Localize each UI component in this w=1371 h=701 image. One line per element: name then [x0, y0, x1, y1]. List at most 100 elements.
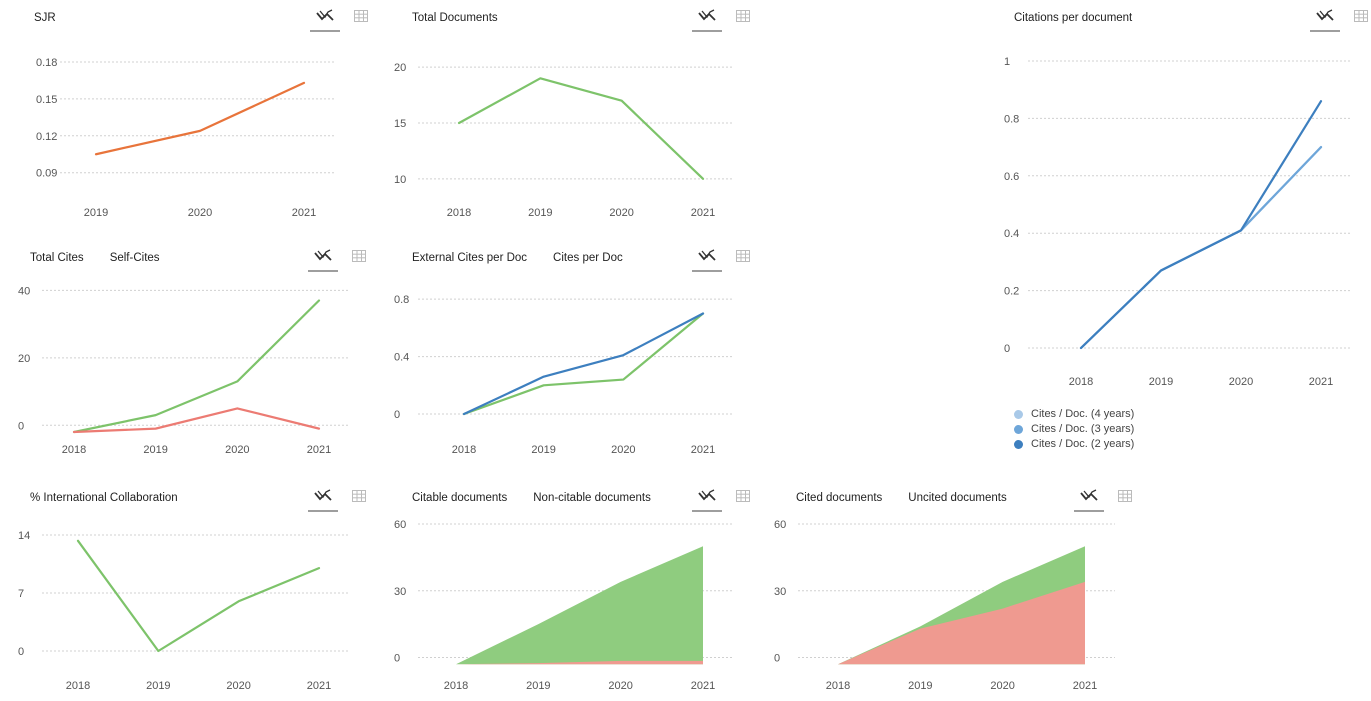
citations-per-document-panel: Citations per document 0 0.2 0.4 0.6 0.8 1 201… — [1004, 0, 1368, 470]
title-series-2[interactable]: Self-Cites — [109, 252, 160, 264]
chart-title: % International Collaboration — [30, 492, 178, 504]
table-grid-icon — [352, 489, 366, 507]
legend-item[interactable]: Cites / Doc. (4 years) — [1014, 407, 1134, 421]
x-tick-label: 2018 — [826, 680, 850, 692]
chart-title: Cited documents Uncited documents — [796, 492, 1007, 504]
total-cites-panel: Total Cites Self-Cites 0 20 40 2018 2019 2020 2… — [18, 240, 368, 470]
line-series — [1079, 100, 1323, 350]
y-tick-label: 0 — [774, 653, 780, 665]
x-tick-label: 2020 — [188, 207, 212, 219]
table-view-button[interactable] — [734, 246, 752, 272]
chart-view-button[interactable] — [692, 6, 722, 32]
total-cites-chart: 0 20 40 2018 2019 2020 2021 — [18, 285, 349, 456]
line-series — [72, 407, 321, 434]
title-series-2[interactable]: Cites per Doc — [553, 252, 623, 264]
title-series-1[interactable]: Citable documents — [412, 492, 508, 504]
x-tick-label: 2021 — [1309, 376, 1333, 388]
y-tick-label: 60 — [774, 519, 786, 531]
sjr-chart: 0.09 0.12 0.15 0.18 2019 2020 2021 — [36, 57, 334, 219]
y-tick-label: 0.12 — [36, 131, 57, 143]
legend-swatch — [1014, 424, 1023, 434]
line-series — [72, 299, 321, 434]
y-tick-label: 30 — [394, 586, 406, 598]
legend-label: Cites / Doc. (3 years) — [1031, 423, 1135, 435]
table-view-button[interactable] — [352, 6, 370, 32]
y-tick-label: 14 — [18, 530, 30, 542]
legend-swatch — [1014, 409, 1023, 419]
y-tick-label: 0 — [18, 420, 24, 432]
title-series-1[interactable]: External Cites per Doc — [412, 252, 528, 264]
y-tick-label: 20 — [394, 62, 406, 74]
table-grid-icon — [1118, 489, 1132, 507]
cited-documents-chart: 0 30 60 2018 2019 2020 2021 — [774, 519, 1115, 692]
y-tick-label: 15 — [394, 118, 406, 130]
chart-view-button[interactable] — [1074, 486, 1104, 512]
chart-title: Citations per document — [1014, 12, 1133, 24]
chart-view-button[interactable] — [310, 6, 340, 32]
title-series-1[interactable]: Total Cites — [30, 252, 84, 264]
legend-item[interactable]: Cites / Doc. (2 years) — [1014, 437, 1134, 451]
table-view-button[interactable] — [1116, 486, 1134, 512]
line-chart-icon — [698, 248, 716, 268]
line-series — [457, 77, 705, 180]
x-tick-label: 2021 — [691, 207, 715, 219]
line-chart-icon — [314, 488, 332, 508]
legend-swatch — [1014, 439, 1023, 449]
y-tick-label: 7 — [18, 588, 24, 600]
x-tick-label: 2021 — [691, 680, 715, 692]
table-view-button[interactable] — [734, 6, 752, 32]
table-view-button[interactable] — [350, 486, 368, 512]
table-view-button[interactable] — [350, 246, 368, 272]
y-tick-label: 0 — [18, 646, 24, 658]
title-series-2[interactable]: Non-citable documents — [533, 492, 651, 504]
x-tick-label: 2018 — [444, 680, 468, 692]
y-tick-label: 0.4 — [1004, 228, 1019, 240]
chart-view-button[interactable] — [308, 486, 338, 512]
y-tick-label: 0.2 — [1004, 286, 1019, 298]
chart-view-button[interactable] — [692, 486, 722, 512]
cited-documents-panel: Cited documents Uncited documents 0 30 60 20… — [774, 480, 1141, 701]
citable-documents-chart: 0 30 60 2018 2019 2020 2021 — [394, 519, 733, 692]
line-series — [76, 539, 321, 653]
line-series — [94, 81, 306, 156]
external-cites-per-doc-panel: External Cites per Doc Cites per Doc 0 0.4… — [394, 240, 752, 470]
y-tick-label: 1 — [1004, 56, 1010, 68]
table-grid-icon — [354, 9, 368, 27]
chart-view-button[interactable] — [308, 246, 338, 272]
y-tick-label: 0.8 — [394, 294, 409, 306]
chart-view-button[interactable] — [692, 246, 722, 272]
x-tick-label: 2020 — [611, 444, 635, 456]
line-chart-icon — [698, 488, 716, 508]
y-tick-label: 10 — [394, 174, 406, 186]
total-documents-chart: 10 15 20 2018 2019 2020 2021 — [394, 62, 733, 219]
title-series-2[interactable]: Uncited documents — [908, 492, 1007, 504]
line-series — [1079, 146, 1323, 350]
title-series-1[interactable]: Cited documents — [796, 492, 883, 504]
x-tick-label: 2019 — [146, 680, 170, 692]
line-chart-icon — [316, 8, 334, 28]
legend-item[interactable]: Cites / Doc. (3 years) — [1014, 422, 1134, 436]
x-tick-label: 2021 — [691, 444, 715, 456]
line-series — [462, 312, 705, 416]
line-chart-icon — [314, 248, 332, 268]
x-tick-label: 2020 — [990, 680, 1014, 692]
external-cites-per-doc-chart: 0 0.4 0.8 2018 2019 2020 2021 — [394, 294, 733, 456]
x-tick-label: 2019 — [908, 680, 932, 692]
international-collaboration-chart: 0 7 14 2018 2019 2020 2021 — [18, 530, 349, 692]
table-view-button[interactable] — [734, 486, 752, 512]
x-tick-label: 2019 — [143, 444, 167, 456]
chart-view-button[interactable] — [1310, 6, 1340, 32]
total-documents-panel: Total Documents 10 15 20 2018 2019 2020 2021 — [394, 0, 752, 230]
chart-title: Citable documents Non-citable documents — [412, 492, 651, 504]
international-collaboration-panel: % International Collaboration 0 7 14 2018 20… — [18, 480, 368, 701]
x-tick-label: 2018 — [447, 207, 471, 219]
x-tick-label: 2018 — [62, 444, 86, 456]
y-tick-label: 0.6 — [1004, 171, 1019, 183]
y-tick-label: 40 — [18, 285, 30, 297]
area-series — [838, 581, 1085, 665]
y-tick-label: 0.15 — [36, 94, 57, 106]
table-view-button[interactable] — [1352, 6, 1370, 32]
x-tick-label: 2021 — [292, 207, 316, 219]
x-tick-label: 2021 — [1073, 680, 1097, 692]
x-tick-label: 2020 — [608, 680, 632, 692]
